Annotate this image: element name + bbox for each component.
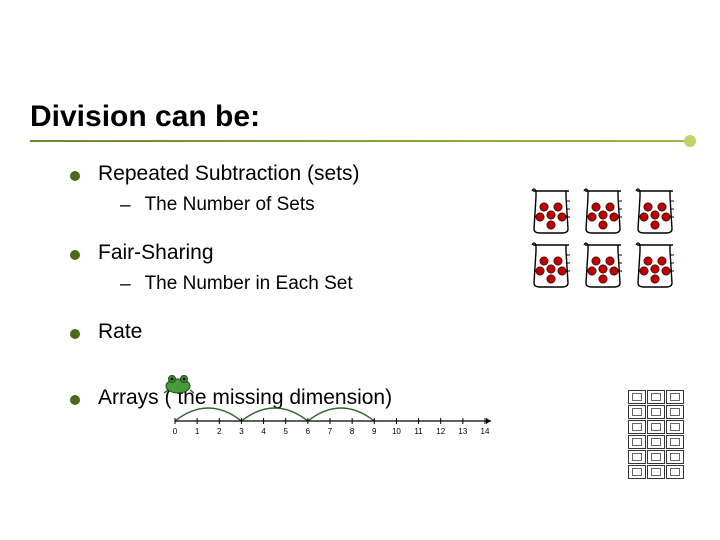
array-cell: [628, 465, 646, 479]
beaker-icon: [528, 239, 574, 289]
list-item: Rate: [70, 320, 660, 344]
beaker-icon: [528, 185, 574, 235]
bullet-icon: [70, 171, 80, 181]
svg-text:2: 2: [217, 427, 222, 436]
beaker-icon: [632, 185, 678, 235]
array-cell: [647, 435, 665, 449]
list-item-label: Rate: [98, 320, 142, 344]
array-cell: [647, 465, 665, 479]
array-cell: [666, 435, 684, 449]
array-cell: [628, 390, 646, 404]
array-cell: [647, 450, 665, 464]
list-item-label: Fair-Sharing: [98, 241, 214, 265]
svg-text:4: 4: [261, 427, 266, 436]
beaker-icon: [580, 239, 626, 289]
array-cell: [647, 420, 665, 434]
beakers-illustration: [528, 185, 680, 291]
svg-text:3: 3: [239, 427, 244, 436]
array-cell: [628, 405, 646, 419]
array-cell: [666, 420, 684, 434]
svg-text:12: 12: [436, 427, 445, 436]
numberline-illustration: 01234567891011121314: [165, 383, 495, 439]
svg-text:10: 10: [392, 427, 401, 436]
svg-text:8: 8: [350, 427, 355, 436]
array-cell: [666, 405, 684, 419]
bullet-icon: [70, 329, 80, 339]
svg-text:9: 9: [372, 427, 377, 436]
array-illustration: [628, 390, 684, 479]
array-cell: [647, 390, 665, 404]
dash-icon: –: [120, 274, 131, 296]
svg-text:14: 14: [481, 427, 490, 436]
array-cell: [628, 420, 646, 434]
dash-icon: –: [120, 195, 131, 217]
array-cell: [628, 450, 646, 464]
array-cell: [666, 390, 684, 404]
beaker-icon: [632, 239, 678, 289]
svg-text:13: 13: [458, 427, 467, 436]
page-title: Division can be:: [30, 100, 690, 134]
svg-text:5: 5: [283, 427, 288, 436]
svg-text:0: 0: [173, 427, 178, 436]
beaker-icon: [580, 185, 626, 235]
title-underline: [30, 140, 690, 142]
array-cell: [666, 450, 684, 464]
bullet-icon: [70, 250, 80, 260]
list-item-label: Repeated Subtraction (sets): [98, 162, 359, 186]
array-cell: [647, 405, 665, 419]
list-item: Repeated Subtraction (sets): [70, 162, 660, 186]
array-cell: [628, 435, 646, 449]
array-cell: [666, 465, 684, 479]
bullet-icon: [70, 395, 80, 405]
svg-text:6: 6: [306, 427, 311, 436]
list-subitem-label: The Number in Each Set: [145, 273, 353, 295]
svg-text:1: 1: [195, 427, 200, 436]
svg-text:11: 11: [414, 427, 423, 436]
svg-text:7: 7: [328, 427, 333, 436]
list-subitem-label: The Number of Sets: [145, 194, 315, 216]
